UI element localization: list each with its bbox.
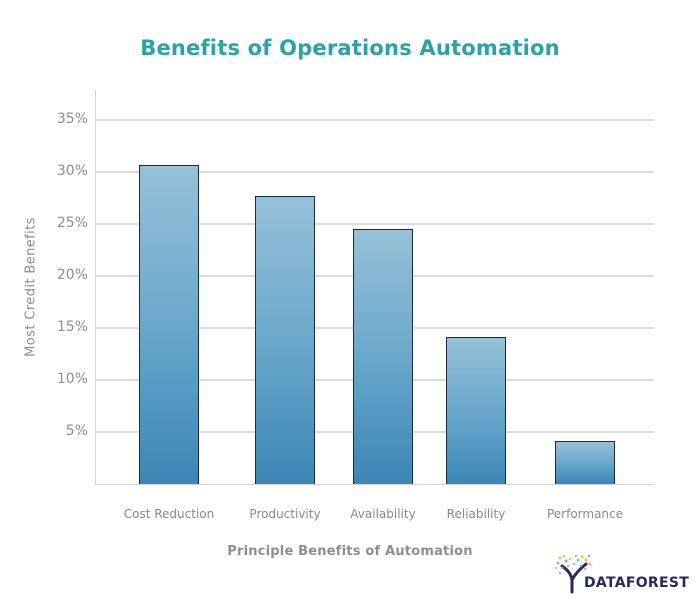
x-tick-label: Availability — [350, 507, 416, 521]
y-tick-label: 20% — [56, 267, 88, 283]
x-tick-label: Reliability — [446, 507, 506, 521]
x-axis-label: Principle Benefits of Automation — [0, 544, 700, 559]
logo-text: DATAFOREST — [584, 575, 690, 591]
gridline — [96, 119, 654, 121]
gridline — [96, 223, 654, 225]
y-tick-label: 5% — [65, 423, 88, 439]
bar-availability — [353, 229, 413, 484]
bar-productivity — [255, 195, 315, 484]
gridline — [96, 171, 654, 173]
bar-performance — [555, 441, 615, 484]
bar-cost-reduction — [139, 164, 199, 484]
y-tick-label: 15% — [56, 319, 88, 335]
x-tick-label: Performance — [546, 507, 624, 521]
x-tick-label: Productivity — [249, 507, 321, 521]
y-tick-label: 10% — [56, 371, 88, 387]
y-tick-label: 25% — [56, 215, 88, 231]
x-tick-label: Cost Reduction — [123, 507, 215, 521]
y-axis-line — [95, 90, 96, 485]
bar-reliability — [446, 337, 506, 484]
x-axis-label-text: Principle Benefits of Automation — [227, 544, 473, 559]
chart-title: Benefits of Operations Automation — [140, 36, 560, 60]
x-axis-line — [95, 484, 654, 485]
y-axis-label: Most Credit Benefits — [23, 217, 39, 357]
tree-icon — [554, 554, 592, 594]
dataforest-logo: DATAFOREST — [552, 552, 689, 596]
y-tick-label: 30% — [56, 163, 88, 179]
y-tick-label: 35% — [56, 111, 88, 127]
